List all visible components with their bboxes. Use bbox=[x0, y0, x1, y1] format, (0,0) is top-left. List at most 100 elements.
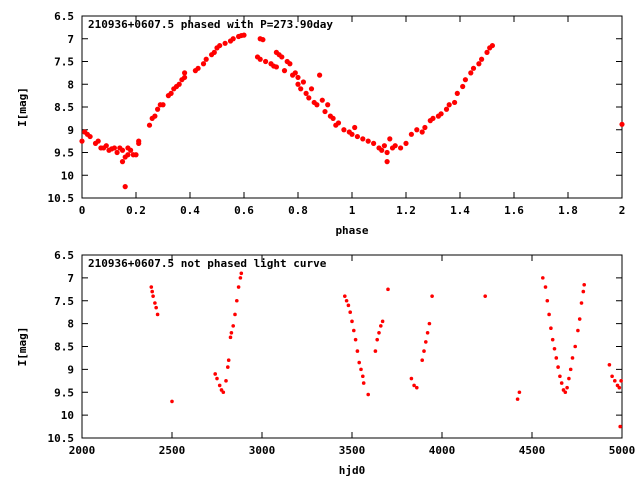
data-point bbox=[160, 102, 166, 108]
chart-title: 210936+0607.5 not phased light curve bbox=[88, 257, 327, 270]
data-point bbox=[414, 127, 420, 133]
data-point bbox=[241, 32, 247, 38]
data-point bbox=[558, 374, 562, 379]
data-point bbox=[517, 390, 522, 395]
data-point bbox=[427, 321, 432, 326]
data-point bbox=[292, 70, 298, 76]
x-tick-label: 1 bbox=[349, 204, 356, 217]
data-point bbox=[541, 276, 545, 280]
axis-ticks: 0 0.2 0.4 0.6 0.8 1 1.2 1.4 1.6 1.8 2 6.5 7 7.5 8 8.5 9 9… bbox=[48, 10, 626, 217]
data-point bbox=[281, 68, 288, 74]
x-tick-label: 3000 bbox=[249, 444, 276, 457]
data-point bbox=[217, 383, 222, 388]
data-point bbox=[479, 56, 485, 62]
y-tick-label: 9.5 bbox=[54, 147, 74, 160]
y-tick-label: 10.5 bbox=[48, 432, 75, 445]
data-point bbox=[322, 108, 328, 115]
data-point bbox=[547, 312, 551, 317]
data-point bbox=[430, 115, 436, 121]
data-point bbox=[295, 74, 301, 81]
data-point bbox=[231, 324, 235, 328]
data-point bbox=[257, 56, 263, 62]
data-point bbox=[384, 149, 390, 156]
data-point bbox=[300, 79, 306, 85]
data-point bbox=[563, 390, 568, 395]
y-axis-label: I[mag] bbox=[16, 87, 29, 127]
x-tick-label: 4500 bbox=[519, 444, 546, 457]
axis-ticks: 2000 2500 3000 3500 4000 4500 5000 6.5 7 7.5 8 8.5 9… bbox=[48, 249, 636, 457]
data-point bbox=[352, 328, 356, 333]
data-point bbox=[375, 337, 380, 342]
data-point bbox=[349, 131, 355, 137]
data-point bbox=[380, 319, 385, 324]
data-point bbox=[430, 294, 434, 298]
data-point bbox=[483, 294, 488, 298]
data-point bbox=[224, 379, 228, 383]
data-point bbox=[152, 113, 158, 119]
data-point bbox=[350, 319, 354, 324]
data-point bbox=[279, 54, 285, 60]
data-point bbox=[213, 372, 217, 376]
data-point bbox=[420, 358, 425, 363]
data-point bbox=[549, 326, 553, 331]
data-point bbox=[125, 152, 131, 158]
data-point bbox=[239, 271, 244, 276]
data-point bbox=[617, 385, 622, 390]
data-point bbox=[379, 147, 385, 153]
data-point bbox=[371, 140, 377, 146]
data-point bbox=[554, 356, 559, 360]
data-points bbox=[79, 32, 625, 190]
x-tick-label: 3500 bbox=[339, 444, 366, 457]
data-point bbox=[361, 374, 365, 379]
y-tick-label: 6.5 bbox=[54, 10, 74, 23]
data-point bbox=[260, 37, 266, 43]
plot-frame bbox=[81, 254, 623, 439]
data-point bbox=[422, 349, 426, 353]
data-point bbox=[618, 424, 622, 429]
data-point bbox=[155, 312, 160, 317]
data-point bbox=[155, 106, 161, 112]
data-point bbox=[470, 65, 477, 71]
data-point bbox=[573, 344, 577, 349]
data-point bbox=[408, 131, 414, 137]
data-point bbox=[543, 285, 548, 289]
data-point bbox=[215, 376, 219, 381]
data-point bbox=[619, 121, 625, 127]
data-point bbox=[348, 310, 353, 314]
phased-light-curve-panel: 0 0.2 0.4 0.6 0.8 1 1.2 1.4 1.6 1.8 2 6.5 7 7.5 8 8.5 9 9… bbox=[16, 10, 625, 237]
data-point bbox=[211, 49, 217, 56]
data-point bbox=[103, 143, 109, 149]
data-point bbox=[344, 298, 349, 303]
data-point bbox=[415, 385, 419, 390]
x-tick-label: 2 bbox=[619, 204, 626, 217]
data-point bbox=[136, 138, 142, 144]
data-point bbox=[222, 40, 228, 46]
data-point bbox=[233, 312, 237, 317]
data-point bbox=[468, 70, 474, 76]
data-point bbox=[559, 381, 564, 385]
data-point bbox=[217, 42, 223, 49]
data-point bbox=[386, 287, 390, 292]
data-point bbox=[308, 86, 315, 92]
data-point bbox=[412, 383, 416, 388]
data-point bbox=[330, 115, 336, 121]
x-tick-label: 1.8 bbox=[558, 204, 578, 217]
data-point bbox=[221, 390, 226, 395]
data-point bbox=[182, 70, 188, 76]
data-point bbox=[550, 337, 555, 342]
data-point bbox=[235, 298, 239, 303]
data-point bbox=[398, 145, 404, 151]
data-point bbox=[545, 298, 550, 303]
data-point bbox=[452, 99, 458, 106]
data-point bbox=[613, 379, 617, 383]
data-point bbox=[319, 97, 325, 103]
data-point bbox=[317, 72, 323, 78]
data-point bbox=[379, 324, 383, 328]
data-point bbox=[346, 303, 351, 308]
data-point bbox=[409, 376, 414, 381]
x-tick-label: 4000 bbox=[429, 444, 456, 457]
data-point bbox=[325, 102, 331, 108]
data-point bbox=[182, 74, 188, 81]
x-tick-label: 0.8 bbox=[288, 204, 308, 217]
